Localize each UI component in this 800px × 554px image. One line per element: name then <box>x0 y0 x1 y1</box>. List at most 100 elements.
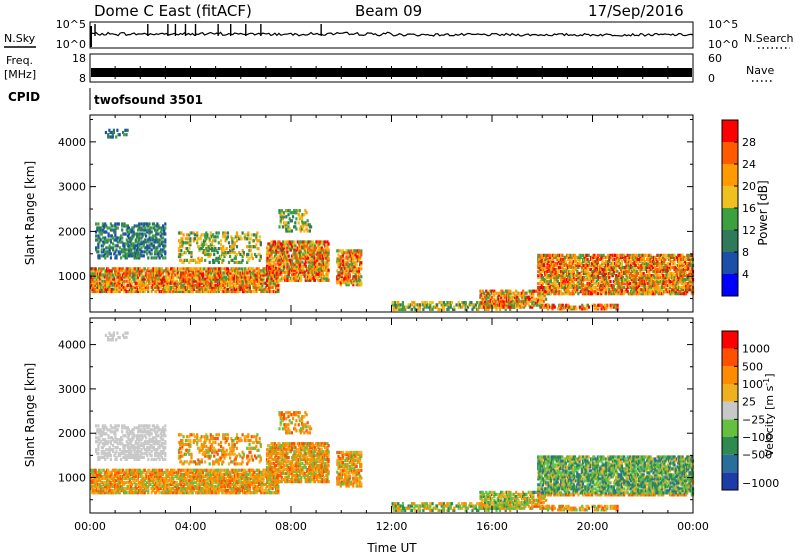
power-cell <box>231 237 234 241</box>
power-cell <box>307 272 310 276</box>
power-cell <box>623 286 626 290</box>
power-cell <box>175 287 178 291</box>
power-cell <box>614 253 617 257</box>
power-cell <box>225 237 228 241</box>
power-cell <box>204 287 207 291</box>
power-cell <box>458 303 462 307</box>
power-cell <box>132 242 135 246</box>
power-cell <box>231 239 234 243</box>
power-cell <box>341 263 345 267</box>
power-cell <box>494 303 497 307</box>
power-cell <box>326 272 329 276</box>
power-cell <box>114 232 117 236</box>
power-cell <box>513 299 517 303</box>
power-cell <box>212 279 215 283</box>
power-cell <box>164 252 167 256</box>
power-cell <box>207 249 210 253</box>
power-cell <box>323 264 326 268</box>
power-cell <box>145 240 148 244</box>
power-cell <box>117 287 120 291</box>
power-cell <box>94 267 97 271</box>
power-cell <box>188 233 191 237</box>
power-cell <box>204 277 207 281</box>
power-cell <box>214 283 217 287</box>
power-cell <box>318 272 321 276</box>
power-cell <box>305 272 308 276</box>
power-cell <box>148 250 151 254</box>
power-cell <box>542 295 545 299</box>
power-cell <box>353 267 356 271</box>
power-cell <box>138 224 141 228</box>
power-cell <box>209 287 213 291</box>
power-cell <box>295 262 298 266</box>
power-cell <box>120 279 123 283</box>
power-cell <box>357 271 361 275</box>
power-cell <box>235 287 238 291</box>
power-cell <box>184 281 187 285</box>
power-cell <box>211 287 214 291</box>
power-cell <box>488 305 491 309</box>
power-cell <box>127 273 130 277</box>
power-cell <box>268 278 271 282</box>
power-cell <box>179 239 182 243</box>
power-cell <box>148 275 151 279</box>
power-cell <box>527 297 530 301</box>
power-cell <box>129 236 132 240</box>
power-cell <box>299 252 302 256</box>
power-cell <box>418 307 422 311</box>
power-cell <box>336 275 339 279</box>
power-cell <box>112 289 115 294</box>
power-cell <box>324 252 327 256</box>
power-cell <box>188 273 191 277</box>
power-cell <box>539 265 542 270</box>
power-cell <box>487 295 490 299</box>
power-cell <box>144 287 147 291</box>
power-cell <box>189 241 192 245</box>
power-cell <box>245 273 248 277</box>
power-cell <box>360 281 363 285</box>
power-cell <box>316 276 319 280</box>
power-cell <box>238 279 241 283</box>
power-cell <box>250 233 253 237</box>
power-cell <box>309 244 312 248</box>
power-cell <box>160 226 163 230</box>
power-cell <box>294 256 297 260</box>
power-cell <box>300 266 303 270</box>
nsearch-label: N.Search <box>744 32 794 45</box>
power-cell <box>256 285 259 289</box>
power-cell <box>192 258 195 262</box>
power-cell <box>296 240 299 244</box>
power-cell <box>184 269 187 273</box>
power-cell <box>357 259 361 263</box>
power-cell <box>95 285 98 289</box>
power-cell <box>338 279 341 283</box>
power-cell <box>312 276 315 280</box>
power-cell <box>229 279 232 283</box>
power-cell <box>650 255 653 259</box>
power-cell <box>228 283 231 287</box>
power-cell <box>221 281 224 285</box>
power-cell <box>304 278 307 282</box>
power-cell <box>154 252 157 256</box>
power-cell <box>202 251 206 255</box>
power-cell <box>279 252 282 256</box>
power-cell <box>123 269 126 273</box>
power-cell <box>146 244 149 248</box>
power-cell <box>265 278 269 282</box>
power-cell <box>114 285 117 289</box>
power-cell <box>208 254 211 259</box>
power-cell <box>140 271 143 275</box>
power-cell <box>169 281 173 285</box>
power-cell <box>123 271 126 275</box>
power-cell <box>341 253 345 257</box>
power-cell <box>325 278 328 282</box>
power-cell <box>159 252 162 256</box>
power-cell <box>181 275 184 279</box>
power-cell <box>124 252 127 256</box>
power-cell <box>440 301 443 305</box>
power-cell <box>201 269 205 273</box>
power-cell <box>100 269 103 273</box>
power-cell <box>205 243 208 247</box>
power-cell <box>221 277 224 281</box>
power-cell <box>359 279 362 283</box>
